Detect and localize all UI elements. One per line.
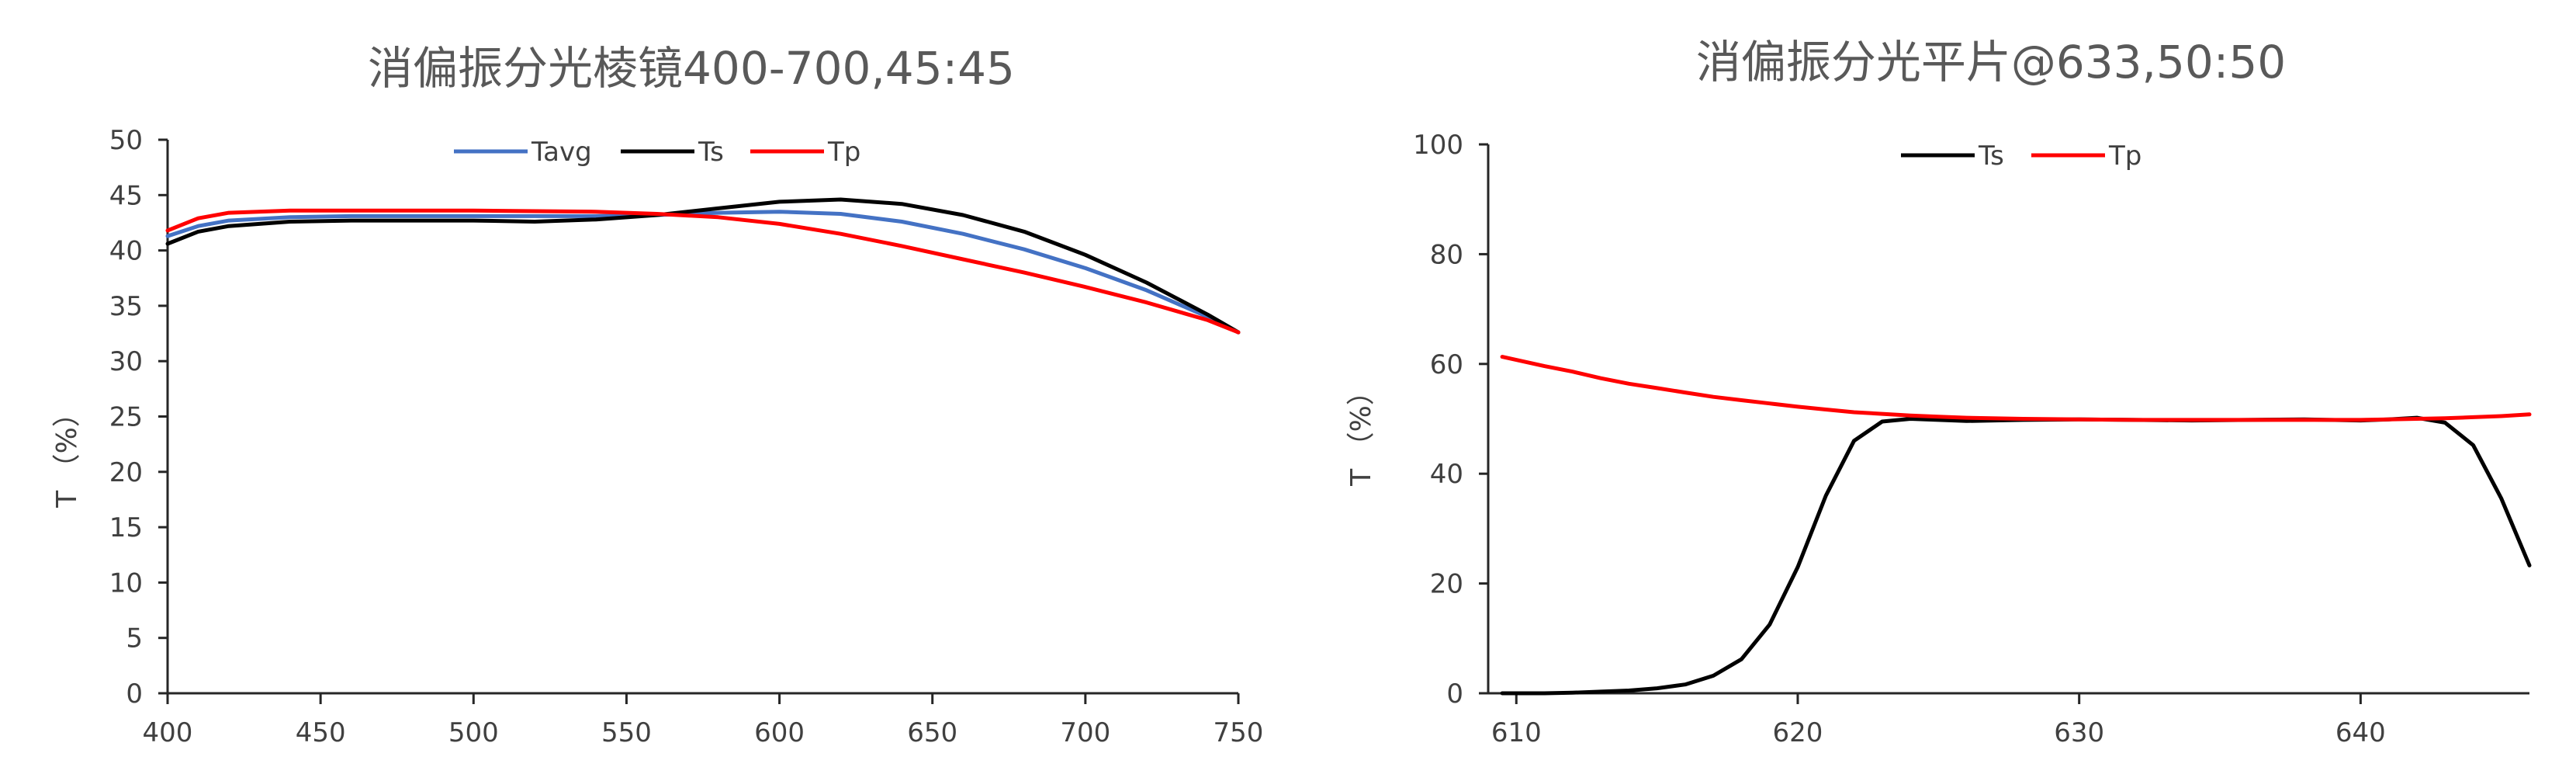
x-tick-label: 630 [2054, 717, 2104, 748]
y-tick-label: 45 [109, 180, 143, 211]
series-line-tp [165, 208, 1241, 335]
x-tick-label: 550 [601, 717, 652, 748]
legend-label-ts: Ts [1978, 141, 2004, 172]
legend-label-tp: Tp [2108, 141, 2141, 172]
y-tick-label: 15 [109, 512, 143, 543]
y-tick-label: 0 [126, 679, 143, 710]
y-tick-label: 20 [109, 457, 143, 488]
legend-label-ts: Ts [698, 137, 724, 168]
x-tick-label: 600 [754, 717, 805, 748]
y-tick-label: 10 [109, 567, 143, 599]
legend-label-tavg: Tavg [531, 137, 592, 168]
chart-2-title: 消偏振分光平片@633,50:50 [1696, 36, 2286, 89]
chart-1-title: 消偏振分光棱镜400-700,45:45 [368, 42, 1015, 95]
y-tick-label: 30 [109, 346, 143, 377]
y-tick-label: 50 [109, 125, 143, 156]
x-tick-label: 750 [1214, 717, 1264, 748]
x-tick-label: 610 [1491, 717, 1542, 748]
series-line-tp [1500, 355, 2532, 422]
x-tick-label: 400 [143, 717, 193, 748]
series-line-ts [165, 197, 1241, 335]
x-tick-label: 450 [296, 717, 346, 748]
y-tick-label: 40 [109, 236, 143, 267]
y-tick-label: 100 [1413, 130, 1463, 161]
series-line-tavg [165, 210, 1241, 335]
y-tick-label: 5 [126, 623, 143, 654]
legend-label-tp: Tp [827, 137, 860, 168]
x-tick-label: 650 [907, 717, 957, 748]
x-tick-label: 640 [2335, 717, 2386, 748]
y-tick-label: 35 [109, 291, 143, 322]
y-tick-label: 25 [109, 402, 143, 433]
x-tick-label: 500 [448, 717, 499, 748]
y-tick-label: 40 [1430, 459, 1463, 490]
chart-1-y-axis-label: T （%） [51, 399, 83, 508]
x-tick-label: 620 [1773, 717, 1823, 748]
chart-2-y-axis-label: T （%） [1345, 377, 1377, 487]
y-tick-label: 20 [1430, 569, 1463, 600]
chart-1: 消偏振分光棱镜400-700,45:45 T （%） 0 5 10 15 20 25 30 3… [51, 42, 1263, 748]
series-line-ts [1500, 415, 2532, 696]
chart-2: 消偏振分光平片@633,50:50 T （%） 0 20 40 60 80 100 610 6… [1345, 36, 2532, 748]
y-tick-label: 60 [1430, 349, 1463, 380]
x-tick-label: 700 [1060, 717, 1110, 748]
y-tick-label: 80 [1430, 239, 1463, 270]
y-tick-label: 0 [1446, 679, 1463, 710]
